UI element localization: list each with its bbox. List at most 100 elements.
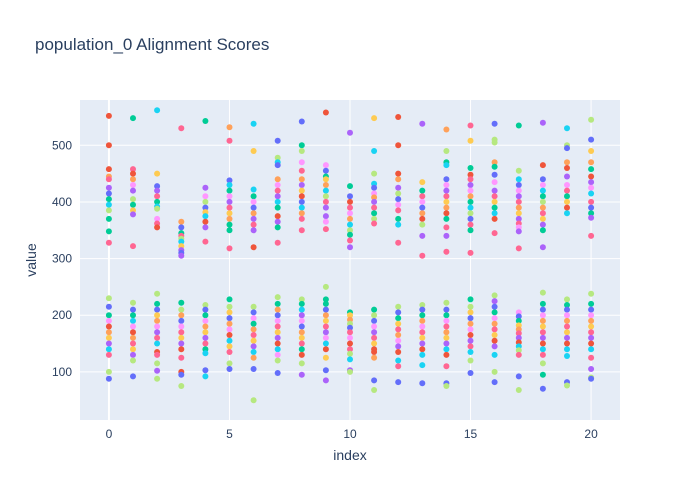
scatter-point (154, 198, 161, 205)
scatter-point (371, 312, 378, 319)
scatter-point (226, 245, 233, 252)
scatter-point (564, 125, 570, 132)
scatter-point (154, 205, 161, 212)
scatter-point (491, 343, 498, 350)
scatter-point (298, 159, 305, 166)
scatter-point (588, 366, 595, 372)
scatter-point (515, 187, 522, 194)
scatter-point (154, 107, 161, 114)
scatter-point (274, 294, 281, 301)
x-axis-title: index (333, 447, 366, 463)
scatter-point (130, 243, 136, 250)
scatter-point (298, 371, 305, 378)
scatter-point (322, 193, 329, 200)
scatter-point (130, 357, 136, 364)
scatter-point (515, 317, 522, 324)
scatter-point (347, 183, 353, 190)
scatter-point (154, 215, 161, 222)
scatter-point (154, 367, 161, 374)
scatter-point (250, 349, 257, 355)
scatter-point (588, 148, 595, 154)
scatter-point (154, 312, 161, 319)
scatter-point (443, 224, 450, 231)
scatter-point (105, 228, 112, 235)
scatter-point (202, 204, 209, 211)
scatter-point (467, 165, 474, 171)
scatter-point (419, 306, 426, 313)
scatter-point (298, 296, 305, 303)
scatter-point (588, 166, 595, 173)
scatter-point (515, 334, 522, 341)
scatter-point (274, 204, 281, 211)
scatter-point (322, 300, 329, 307)
scatter-point (105, 346, 112, 353)
y-tick-label: 100 (52, 365, 72, 379)
scatter-point (539, 329, 546, 336)
scatter-point (298, 187, 305, 194)
scatter-point (178, 383, 185, 389)
scatter-point (202, 317, 209, 324)
scatter-point (130, 312, 136, 319)
scatter-point (347, 324, 353, 331)
scatter-point (347, 237, 353, 244)
scatter-point (298, 182, 305, 188)
scatter-point (202, 224, 209, 231)
scatter-point (539, 306, 546, 313)
scatter-point (419, 312, 426, 319)
y-tick-label: 500 (52, 138, 72, 152)
scatter-point (226, 187, 233, 194)
scatter-point (274, 154, 281, 161)
scatter-point (178, 371, 185, 378)
scatter-point (564, 204, 570, 211)
scatter-point (347, 244, 353, 251)
scatter-point (178, 329, 185, 336)
scatter-point (250, 186, 257, 193)
scatter-point (250, 397, 257, 404)
scatter-point (467, 326, 474, 333)
scatter-point (105, 312, 112, 319)
scatter-point (105, 295, 112, 302)
scatter-point (371, 323, 378, 330)
chart-title: population_0 Alignment Scores (35, 35, 269, 54)
scatter-point (419, 334, 426, 341)
scatter-point (202, 323, 209, 330)
scatter-point (443, 363, 450, 370)
scatter-point (250, 227, 257, 234)
scatter-point (274, 213, 281, 220)
scatter-point (515, 210, 522, 217)
scatter-point (322, 296, 329, 303)
scatter-point (130, 211, 136, 218)
scatter-point (395, 349, 402, 355)
scatter-point (371, 148, 378, 154)
scatter-point (105, 190, 112, 197)
scatter-point (467, 303, 474, 310)
scatter-point (371, 220, 378, 227)
scatter-point (298, 300, 305, 307)
scatter-point (564, 210, 570, 217)
scatter-point (274, 329, 281, 336)
scatter-point (226, 332, 233, 338)
scatter-point (298, 346, 305, 353)
scatter-point (467, 204, 474, 211)
scatter-point (539, 162, 546, 169)
scatter-point (467, 309, 474, 316)
scatter-point (443, 334, 450, 341)
scatter-point (588, 334, 595, 341)
scatter-point (105, 112, 112, 119)
scatter-point (371, 387, 378, 393)
scatter-point (419, 351, 426, 358)
scatter-point (226, 210, 233, 217)
scatter-point (395, 201, 402, 208)
scatter-point (467, 193, 474, 200)
scatter-point (539, 340, 546, 347)
scatter-point (395, 221, 402, 228)
scatter-point (347, 198, 353, 205)
scatter-point (539, 244, 546, 251)
scatter-point (250, 148, 257, 154)
y-tick-label: 200 (52, 308, 72, 322)
scatter-point (298, 334, 305, 341)
scatter-point (588, 173, 595, 180)
scatter-point (564, 323, 570, 330)
scatter-point (443, 329, 450, 336)
